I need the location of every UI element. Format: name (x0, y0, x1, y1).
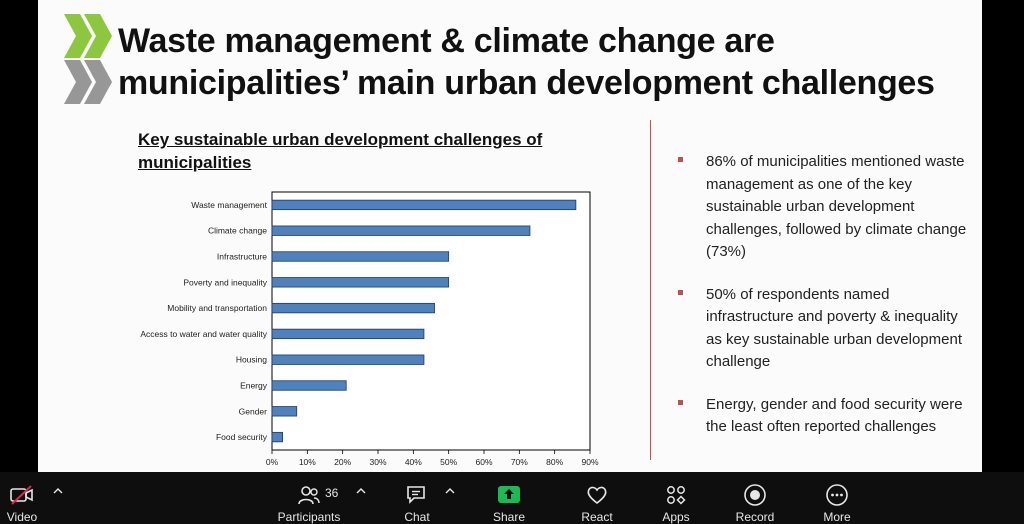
bullet-text: Energy, gender and food security were th… (706, 395, 963, 436)
bar-waste-management (271, 199, 577, 211)
x-tick-label: 10% (299, 457, 316, 467)
x-tick-label: 90% (581, 457, 598, 467)
bar-access-to-water-and-water-quality (271, 328, 425, 340)
x-tick-label: 50% (440, 457, 457, 467)
category-label: Waste management (191, 200, 267, 210)
bullet-item: 86% of municipalities mentioned waste ma… (676, 151, 976, 264)
bullet-item: Energy, gender and food security were th… (676, 394, 976, 439)
react-label: React (581, 510, 613, 524)
participants-icon (298, 486, 320, 505)
category-label: Climate change (208, 226, 267, 236)
category-label: Gender (239, 406, 268, 416)
chat-label: Chat (404, 510, 430, 524)
bullet-item: 50% of respondents named infrastructure … (676, 284, 976, 374)
bullet-square-icon (678, 399, 683, 405)
share-label: Share (492, 510, 526, 524)
participants-button[interactable]: Participants (269, 472, 349, 524)
meeting-toolbar: Video Participants 36 Chat Sha (0, 472, 1024, 524)
more-options-icon (826, 484, 848, 506)
participants-label: Participants (277, 510, 341, 524)
share-screen-icon (498, 486, 520, 503)
x-tick-label: 70% (511, 457, 528, 467)
category-label: Access to water and water quality (140, 329, 267, 339)
x-tick-label: 0% (266, 457, 279, 467)
heart-icon (587, 486, 607, 505)
chart-title: Key sustainable urban development challe… (138, 130, 543, 172)
chat-options-chevron-up-icon[interactable] (445, 486, 455, 496)
x-tick-label: 40% (405, 457, 422, 467)
slide-divider (650, 120, 651, 460)
category-label: Mobility and transportation (167, 303, 267, 313)
category-label: Poverty and inequality (183, 277, 267, 287)
slide-title: Waste management & climate change are mu… (118, 20, 968, 104)
react-button[interactable]: React (557, 472, 637, 524)
bullet-square-icon (678, 289, 683, 295)
x-tick-label: 20% (334, 457, 351, 467)
video-options-chevron-up-icon[interactable] (53, 486, 63, 496)
bar-mobility-and-transportation (271, 302, 435, 314)
category-label: Energy (240, 381, 268, 391)
record-icon (744, 484, 766, 506)
video-button[interactable]: Video (0, 472, 62, 524)
participants-options-chevron-up-icon[interactable] (356, 486, 366, 496)
bar-energy (271, 380, 347, 391)
bullet-square-icon (678, 157, 683, 162)
x-tick-label: 30% (369, 457, 386, 467)
bar-housing (271, 354, 425, 365)
bar-poverty-and-inequality (271, 277, 450, 288)
x-tick-label: 80% (546, 457, 563, 467)
record-button[interactable]: Record (715, 472, 795, 524)
bar-food-security (271, 431, 283, 443)
chat-button[interactable]: Chat (377, 472, 457, 524)
bar-infrastructure (271, 251, 450, 262)
bullet-text: 50% of respondents named infrastructure … (706, 285, 962, 371)
category-label: Housing (236, 355, 267, 365)
apps-label: Apps (662, 510, 690, 524)
category-label: Infrastructure (217, 252, 267, 262)
participants-count: 36 (325, 486, 339, 500)
share-screen-button[interactable]: Share (469, 472, 549, 524)
chat-icon (407, 486, 425, 504)
bar-climate-change (271, 225, 531, 236)
video-label: Video (6, 510, 38, 524)
bullet-list: 86% of municipalities mentioned waste ma… (676, 151, 976, 459)
record-label: Record (735, 510, 775, 524)
x-tick-label: 60% (475, 457, 492, 467)
video-off-icon (10, 485, 33, 505)
apps-icon (667, 486, 686, 505)
oecd-logo-icon (64, 14, 112, 104)
bar-gender (271, 406, 298, 417)
bar-chart: Waste management Climate change Infrastruc… (140, 191, 599, 467)
category-label: Food security (216, 432, 268, 442)
more-label: More (823, 510, 851, 524)
slide-title-line-2: municipalities’ main urban development c… (118, 64, 935, 102)
apps-button[interactable]: Apps (636, 472, 716, 524)
bullet-text: 86% of municipalities mentioned waste ma… (706, 153, 967, 260)
slide-title-line-1: Waste management & climate change are (118, 22, 775, 60)
more-button[interactable]: More (797, 472, 877, 524)
presentation-slide: Waste management & climate change are mu… (38, 0, 982, 472)
